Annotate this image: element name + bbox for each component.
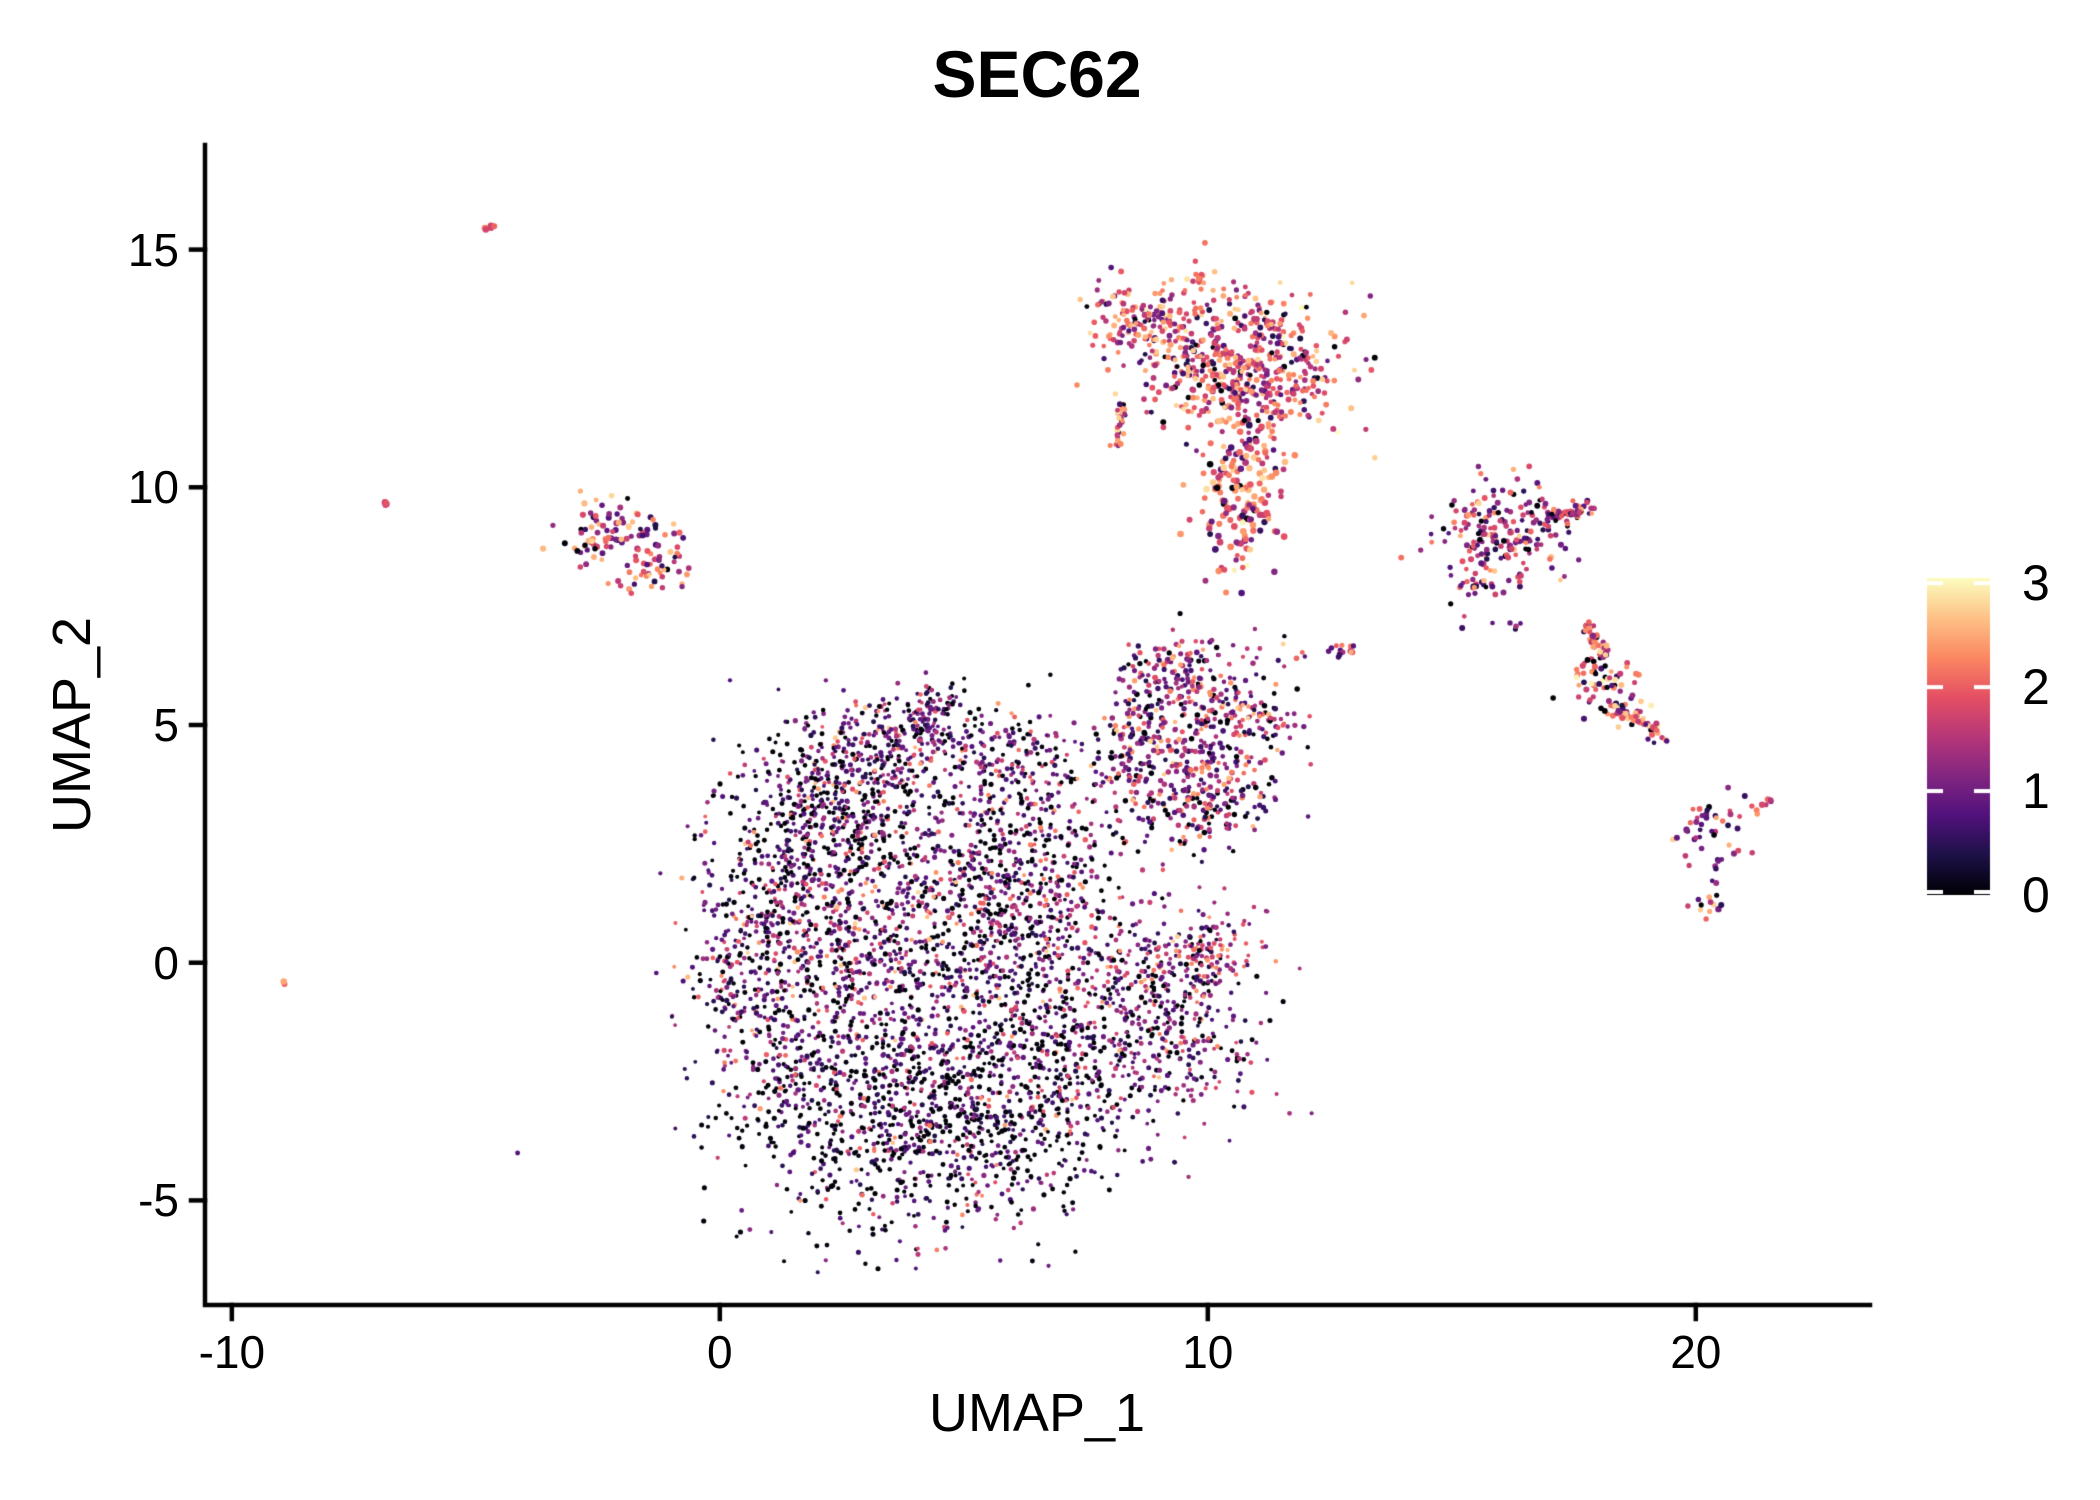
y-tick-label: 5 [153, 699, 179, 751]
colorbar-tick-label: 3 [2022, 555, 2050, 612]
x-tick-label: 0 [707, 1326, 733, 1378]
x-axis-title: UMAP_1 [928, 1383, 1146, 1443]
x-tick-label: 20 [1670, 1326, 1722, 1378]
y-tick-label: 0 [153, 936, 179, 989]
y-tick-label: -5 [138, 1174, 179, 1227]
colorbar-tick-label: 0 [2022, 867, 2050, 923]
y-axis-title: UMAP_2 [42, 616, 102, 834]
colorbar-tick-label: 2 [2022, 659, 2050, 716]
y-tick-label: 10 [127, 461, 179, 514]
y-tick-label: 15 [127, 223, 179, 276]
plot-title: SEC62 [932, 37, 1142, 111]
colorbar-tick-label: 1 [2022, 763, 2050, 820]
x-tick-label: -10 [198, 1326, 266, 1378]
x-tick-label: 10 [1182, 1326, 1234, 1378]
